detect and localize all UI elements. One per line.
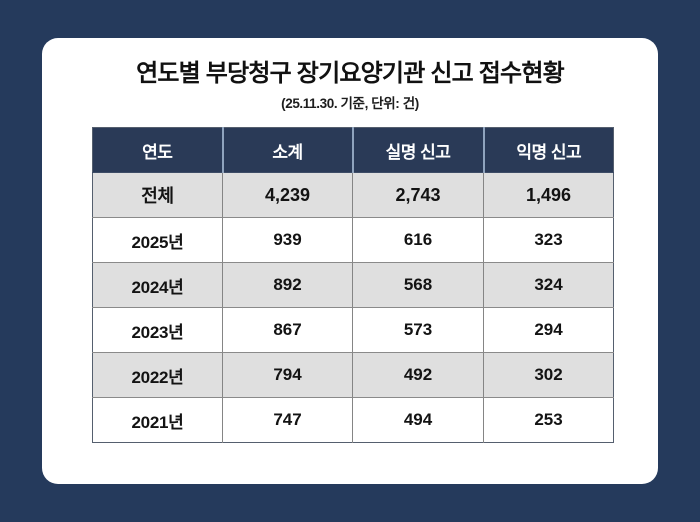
cell-subtotal: 939 xyxy=(222,217,353,263)
cell-anonymous: 302 xyxy=(483,352,614,398)
cell-year: 2025년 xyxy=(92,217,223,263)
cell-anonymous: 323 xyxy=(483,217,614,263)
cell-anonymous: 294 xyxy=(483,307,614,353)
table-row: 2022년 794 492 302 xyxy=(92,352,614,398)
cell-real-name: 2,743 xyxy=(352,172,484,218)
cell-anonymous: 253 xyxy=(483,397,614,443)
cell-year: 전체 xyxy=(92,172,223,218)
title-block: 연도별 부당청구 장기요양기관 신고 접수현황 (25.11.30. 기준, 단… xyxy=(42,60,658,112)
cell-year: 2023년 xyxy=(92,307,223,353)
cell-subtotal: 4,239 xyxy=(222,172,353,218)
cell-anonymous: 1,496 xyxy=(483,172,614,218)
cell-anonymous: 324 xyxy=(483,262,614,308)
cell-real-name: 616 xyxy=(352,217,484,263)
column-header-subtotal: 소계 xyxy=(222,127,354,173)
table-row: 2024년 892 568 324 xyxy=(92,262,614,308)
cell-real-name: 568 xyxy=(352,262,484,308)
cell-year: 2024년 xyxy=(92,262,223,308)
statistics-table-container: 연도 소계 실명 신고 익명 신고 전체 4,239 2,743 1,496 2 xyxy=(92,127,614,443)
column-header-anonymous: 익명 신고 xyxy=(483,127,614,173)
cell-subtotal: 794 xyxy=(222,352,353,398)
table-row: 2023년 867 573 294 xyxy=(92,307,614,353)
content-card: 연도별 부당청구 장기요양기관 신고 접수현황 (25.11.30. 기준, 단… xyxy=(42,38,658,484)
table-header-row: 연도 소계 실명 신고 익명 신고 xyxy=(92,127,614,173)
cell-real-name: 492 xyxy=(352,352,484,398)
page-subtitle: (25.11.30. 기준, 단위: 건) xyxy=(281,95,419,111)
cell-subtotal: 867 xyxy=(222,307,353,353)
cell-real-name: 494 xyxy=(352,397,484,443)
table-row: 2021년 747 494 253 xyxy=(92,397,614,443)
cell-real-name: 573 xyxy=(352,307,484,353)
cell-subtotal: 747 xyxy=(222,397,353,443)
table-body: 전체 4,239 2,743 1,496 2025년 939 616 323 2… xyxy=(92,172,614,443)
column-header-real-name: 실명 신고 xyxy=(352,127,485,173)
table-row: 전체 4,239 2,743 1,496 xyxy=(92,172,614,218)
statistics-table: 연도 소계 실명 신고 익명 신고 전체 4,239 2,743 1,496 2 xyxy=(92,127,614,443)
page-title: 연도별 부당청구 장기요양기관 신고 접수현황 xyxy=(136,60,565,87)
cell-subtotal: 892 xyxy=(222,262,353,308)
column-header-year: 연도 xyxy=(92,127,224,173)
cell-year: 2021년 xyxy=(92,397,223,443)
table-head: 연도 소계 실명 신고 익명 신고 xyxy=(92,127,614,173)
cell-year: 2022년 xyxy=(92,352,223,398)
table-row: 2025년 939 616 323 xyxy=(92,217,614,263)
